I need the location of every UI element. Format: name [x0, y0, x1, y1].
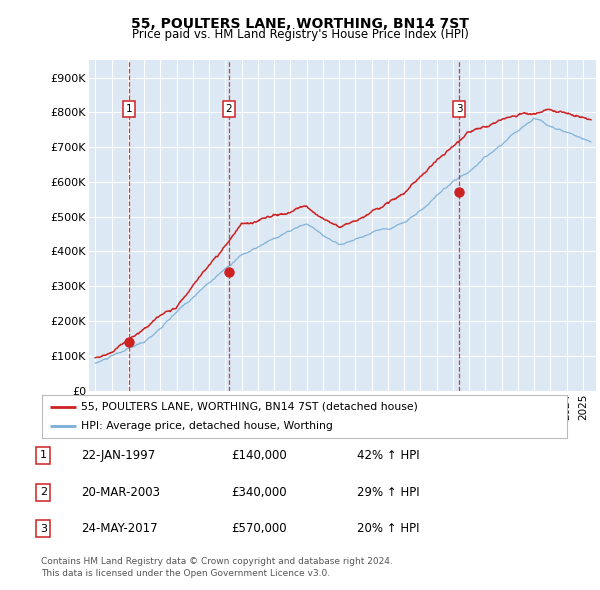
Text: 20% ↑ HPI: 20% ↑ HPI [357, 522, 419, 535]
Text: £340,000: £340,000 [231, 486, 287, 499]
Text: HPI: Average price, detached house, Worthing: HPI: Average price, detached house, Wort… [82, 421, 333, 431]
Text: 42% ↑ HPI: 42% ↑ HPI [357, 449, 419, 462]
Text: Price paid vs. HM Land Registry's House Price Index (HPI): Price paid vs. HM Land Registry's House … [131, 28, 469, 41]
Text: £140,000: £140,000 [231, 449, 287, 462]
Text: Contains HM Land Registry data © Crown copyright and database right 2024.: Contains HM Land Registry data © Crown c… [41, 558, 392, 566]
Text: 2: 2 [40, 487, 47, 497]
Text: 55, POULTERS LANE, WORTHING, BN14 7ST (detached house): 55, POULTERS LANE, WORTHING, BN14 7ST (d… [82, 402, 418, 412]
Text: 22-JAN-1997: 22-JAN-1997 [81, 449, 155, 462]
Text: 3: 3 [40, 524, 47, 533]
Text: This data is licensed under the Open Government Licence v3.0.: This data is licensed under the Open Gov… [41, 569, 330, 578]
Text: 24-MAY-2017: 24-MAY-2017 [81, 522, 158, 535]
Text: 3: 3 [456, 104, 463, 114]
Text: 1: 1 [40, 451, 47, 460]
Text: £570,000: £570,000 [231, 522, 287, 535]
Text: 1: 1 [125, 104, 132, 114]
Text: 55, POULTERS LANE, WORTHING, BN14 7ST: 55, POULTERS LANE, WORTHING, BN14 7ST [131, 17, 469, 31]
Text: 20-MAR-2003: 20-MAR-2003 [81, 486, 160, 499]
Text: 29% ↑ HPI: 29% ↑ HPI [357, 486, 419, 499]
Text: 2: 2 [226, 104, 232, 114]
